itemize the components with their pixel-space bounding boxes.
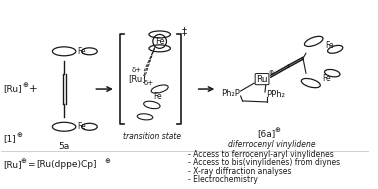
Text: ⊕: ⊕	[275, 127, 280, 133]
Text: - X-ray diffraction analyses: - X-ray diffraction analyses	[188, 167, 291, 176]
Text: ⊕: ⊕	[20, 157, 26, 163]
Text: [1]: [1]	[4, 134, 16, 143]
Text: ⊕: ⊕	[269, 70, 274, 75]
Text: - Access to ferrocenyl-aryl vinylidenes: - Access to ferrocenyl-aryl vinylidenes	[188, 150, 334, 159]
Text: - Electrochemistry: - Electrochemistry	[188, 175, 258, 184]
Text: ⊕: ⊕	[16, 132, 22, 138]
Text: - Access to bis(vinylidenes) from diynes: - Access to bis(vinylidenes) from diynes	[188, 159, 340, 167]
Text: 5a: 5a	[59, 142, 70, 151]
Text: Fe: Fe	[153, 92, 162, 101]
Text: Fe: Fe	[322, 74, 331, 83]
Text: [Ru]: [Ru]	[129, 75, 146, 84]
Text: transition state: transition state	[123, 132, 181, 141]
Text: ‡: ‡	[182, 26, 187, 36]
Text: Ru: Ru	[256, 75, 268, 84]
Text: δ+: δ+	[132, 67, 141, 73]
Text: [6a]: [6a]	[257, 129, 276, 138]
Text: [Ru]: [Ru]	[4, 160, 22, 169]
Text: [Ru]: [Ru]	[4, 84, 22, 94]
Text: Fe: Fe	[155, 37, 164, 46]
Text: PPh₂: PPh₂	[266, 90, 285, 98]
Text: ⊕: ⊕	[22, 82, 28, 88]
Text: =: =	[27, 160, 34, 169]
Text: Fe: Fe	[325, 41, 334, 50]
Text: δ+: δ+	[144, 80, 154, 86]
Text: Fe: Fe	[77, 47, 85, 56]
Text: [Ru(dppe)Cp]: [Ru(dppe)Cp]	[36, 160, 96, 169]
Text: Fe: Fe	[77, 122, 85, 131]
Text: ⊕: ⊕	[104, 157, 110, 163]
Text: +: +	[29, 84, 37, 94]
Text: Ph₂P: Ph₂P	[221, 88, 240, 98]
Text: diferrocenyl vinylidene: diferrocenyl vinylidene	[228, 140, 316, 149]
